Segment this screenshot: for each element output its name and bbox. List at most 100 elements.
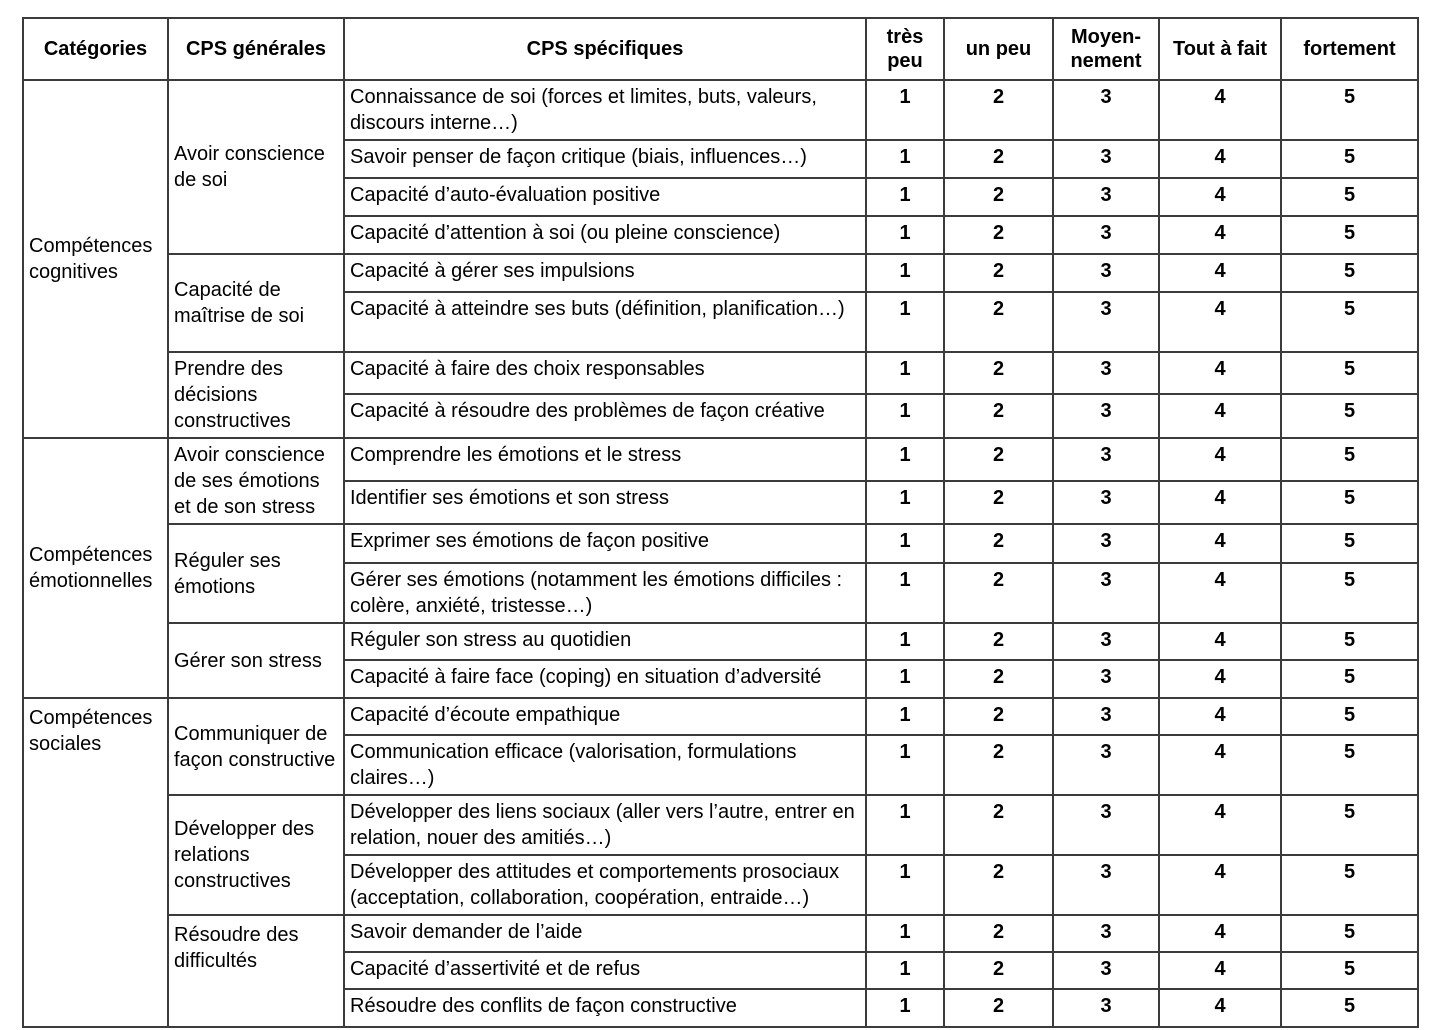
cps-specifique-cell: Capacité d’écoute empathique: [343, 697, 867, 736]
rating-cell: 1: [865, 139, 945, 179]
rating-cell: 2: [943, 253, 1054, 293]
header-row: Catégories CPS générales CPS spécifiques…: [22, 17, 1419, 81]
rating-cell: 2: [943, 622, 1054, 661]
rating-cell: 3: [1052, 351, 1160, 395]
rating-cell: 4: [1158, 659, 1282, 699]
rating-cell: 5: [1280, 215, 1419, 255]
cps-specifique-cell: Capacité à faire des choix responsables: [343, 351, 867, 395]
table-row: Résoudre des difficultés Savoir demander…: [23, 914, 1419, 1028]
rating-cell: 3: [1052, 392, 1160, 440]
rating-cell: 3: [1052, 794, 1160, 856]
cps-generale-cell: Communiquer de façon constructive: [167, 697, 345, 796]
rating-cell: 5: [1280, 951, 1419, 990]
cps-specifique-cell: Capacité d’assertivité et de refus: [343, 951, 867, 990]
cps-specifique-cell: Communication efficace (valorisation, fo…: [343, 734, 867, 796]
rating-cell: 4: [1158, 392, 1282, 440]
rating-cell: 3: [1052, 914, 1160, 953]
rating-cell: 4: [1158, 622, 1282, 661]
cps-generale-cell: Avoir conscience de soi: [167, 79, 345, 255]
table-row: Capacité d’assertivité et de refus 1 2 3…: [23, 951, 1419, 990]
rating-cell: 3: [1052, 291, 1160, 353]
rating-cell: 5: [1280, 734, 1419, 796]
rating-cell: 2: [943, 177, 1054, 217]
rating-cell: 1: [865, 437, 945, 482]
cps-specifique-cell: Exprimer ses émotions de façon positive: [343, 523, 867, 564]
rating-cell: 5: [1280, 659, 1419, 699]
rating-cell: 2: [943, 437, 1054, 482]
rating-cell: 3: [1052, 734, 1160, 796]
header-un-peu: un peu: [943, 17, 1054, 81]
rating-cell: 4: [1158, 697, 1282, 736]
rating-cell: 3: [1052, 988, 1160, 1028]
rating-cell: 5: [1280, 392, 1419, 440]
rating-cell: 4: [1158, 854, 1282, 916]
rating-cell: 1: [865, 622, 945, 661]
table-row: Prendre des décisions constructives Capa…: [23, 351, 1419, 439]
rating-cell: 4: [1158, 480, 1282, 525]
table-row: Résoudre des conflits de façon construct…: [23, 988, 1419, 1028]
cps-specifique-cell: Capacité à faire face (coping) en situat…: [343, 659, 867, 699]
rating-cell: 3: [1052, 139, 1160, 179]
rating-cell: 4: [1158, 351, 1282, 395]
rating-cell: 2: [943, 734, 1054, 796]
rating-cell: 5: [1280, 914, 1419, 953]
rating-cell: 1: [865, 914, 945, 953]
table-row: Communication efficace (valorisation, fo…: [23, 734, 1419, 796]
header-cps-generales: CPS générales: [167, 17, 345, 81]
cps-specifique-cell: Développer des liens sociaux (aller vers…: [343, 794, 867, 856]
cps-specifique-cell: Développer des attitudes et comportement…: [343, 854, 867, 916]
rating-cell: 2: [943, 139, 1054, 179]
cps-specifique-cell: Réguler son stress au quotidien: [343, 622, 867, 661]
rating-cell: 3: [1052, 177, 1160, 217]
header-moyennement: Moyen- nement: [1052, 17, 1160, 81]
rating-cell: 5: [1280, 988, 1419, 1028]
table-row: Compétences sociales Communiquer de faço…: [22, 697, 1419, 1028]
rating-cell: 2: [943, 988, 1054, 1028]
cps-specifique-cell: Capacité à gérer ses impulsions: [343, 253, 867, 293]
rating-cell: 5: [1280, 177, 1419, 217]
rating-cell: 5: [1280, 562, 1419, 624]
rating-cell: 5: [1280, 253, 1419, 293]
rating-cell: 2: [943, 480, 1054, 525]
rating-cell: 4: [1158, 437, 1282, 482]
rating-cell: 2: [943, 794, 1054, 856]
cps-evaluation-table: Catégories CPS générales CPS spécifiques…: [22, 17, 1419, 1028]
rating-cell: 5: [1280, 480, 1419, 525]
rating-cell: 3: [1052, 951, 1160, 990]
cps-generale-cell: Gérer son stress: [167, 622, 345, 699]
table-row: Développer des attitudes et comportement…: [23, 854, 1419, 916]
category-cell-sociales: Compétences sociales: [22, 697, 169, 1028]
rating-cell: 5: [1280, 622, 1419, 661]
rating-cell: 5: [1280, 794, 1419, 856]
rating-cell: 4: [1158, 79, 1282, 141]
rating-cell: 2: [943, 914, 1054, 953]
table-row: Capacité de maîtrise de soi Capacité à g…: [23, 253, 1419, 353]
rating-cell: 3: [1052, 480, 1160, 525]
cps-generale-cell: Développer des relations constructives: [167, 794, 345, 916]
table-row: Développer des relations constructives D…: [23, 794, 1419, 916]
rating-cell: 5: [1280, 79, 1419, 141]
rating-cell: 3: [1052, 215, 1160, 255]
table-row: Gérer ses émotions (notamment les émotio…: [23, 562, 1419, 624]
cps-generale-cell: Réguler ses émotions: [167, 523, 345, 624]
rating-cell: 5: [1280, 697, 1419, 736]
cps-specifique-cell: Connaissance de soi (forces et limites, …: [343, 79, 867, 141]
rating-cell: 3: [1052, 523, 1160, 564]
rating-cell: 1: [865, 854, 945, 916]
rating-cell: 1: [865, 562, 945, 624]
table-row: Compétences cognitives Avoir conscience …: [22, 79, 1419, 439]
rating-cell: 5: [1280, 437, 1419, 482]
cps-specifique-cell: Résoudre des conflits de façon construct…: [343, 988, 867, 1028]
rating-cell: 5: [1280, 139, 1419, 179]
header-cps-specifiques: CPS spécifiques: [343, 17, 867, 81]
rating-cell: 4: [1158, 951, 1282, 990]
rating-cell: 2: [943, 523, 1054, 564]
rating-cell: 2: [943, 215, 1054, 255]
rating-cell: 3: [1052, 622, 1160, 661]
category-cell-cognitives: Compétences cognitives: [22, 79, 169, 439]
rating-cell: 2: [943, 854, 1054, 916]
cps-generale-cell: Résoudre des difficultés: [167, 914, 345, 1028]
rating-cell: 5: [1280, 291, 1419, 353]
category-cell-emotionnelles: Compétences émotionnelles: [22, 437, 169, 699]
cps-specifique-cell: Capacité à résoudre des problèmes de faç…: [343, 392, 867, 440]
